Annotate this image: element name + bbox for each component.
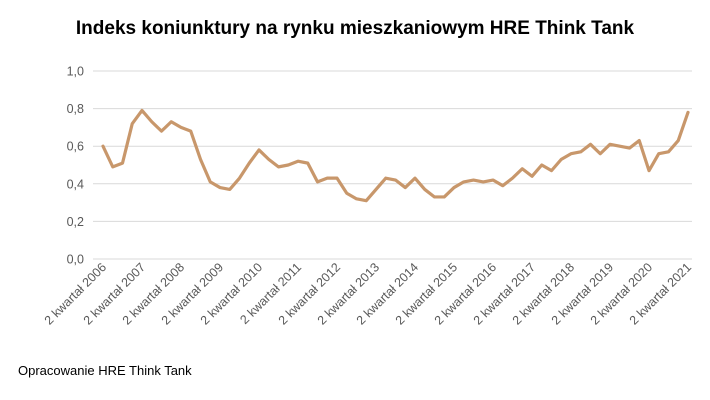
y-tick-label: 0,4 — [67, 177, 84, 191]
y-axis: 0,0 0,2 0,4 0,6 0,8 1,0 — [67, 65, 84, 267]
chart-title: Indeks koniunktury na rynku mieszkaniowy… — [75, 18, 635, 39]
y-tick-label: 0,6 — [67, 140, 84, 154]
y-tick-label: 0,8 — [67, 102, 84, 116]
y-tick-label: 0,0 — [67, 253, 84, 267]
source-note: Opracowanie HRE Think Tank — [18, 363, 192, 378]
series-group — [101, 108, 690, 203]
y-tick-label: 1,0 — [67, 65, 84, 79]
gridlines — [93, 70, 692, 260]
y-tick-label: 0,2 — [67, 215, 84, 229]
series-line — [101, 108, 690, 203]
